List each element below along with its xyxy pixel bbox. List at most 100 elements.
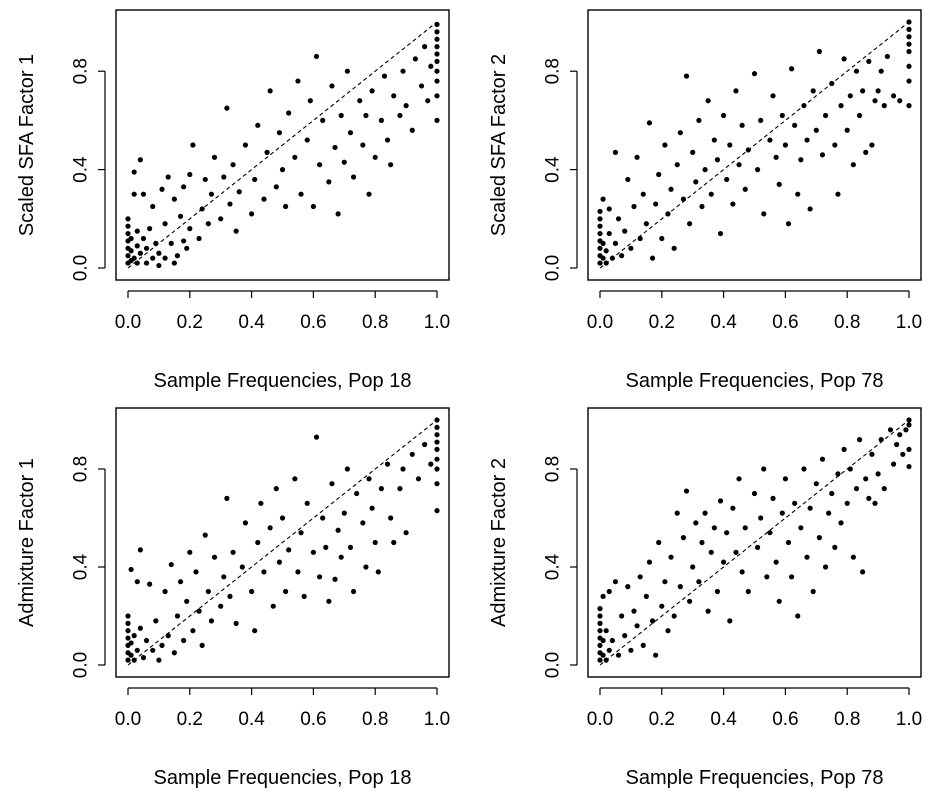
- data-point: [801, 103, 807, 109]
- data-point: [773, 154, 779, 160]
- y-tick-label: 0.8: [543, 58, 564, 84]
- data-point: [798, 157, 804, 163]
- data-point: [603, 248, 609, 254]
- data-point: [890, 461, 897, 467]
- data-point: [320, 515, 326, 521]
- data-point: [264, 149, 270, 155]
- data-point: [347, 130, 354, 136]
- data-point: [826, 510, 832, 516]
- data-point: [335, 527, 341, 533]
- data-point: [600, 240, 606, 246]
- y-axis-title: Admixture Factor 2: [488, 458, 510, 627]
- data-point: [631, 203, 637, 210]
- data-point: [125, 613, 131, 619]
- x-tick-label: 0.6: [772, 709, 798, 730]
- data-point: [674, 162, 680, 168]
- data-point: [211, 554, 218, 560]
- data-point: [597, 230, 603, 237]
- data-point: [622, 633, 628, 639]
- data-point: [619, 253, 625, 259]
- data-point: [659, 603, 665, 609]
- data-point: [128, 640, 134, 646]
- data-point: [316, 574, 323, 580]
- data-point: [690, 564, 696, 570]
- data-point: [335, 211, 341, 217]
- data-point: [606, 230, 612, 237]
- data-point: [600, 196, 606, 202]
- data-point: [434, 456, 440, 462]
- data-point: [708, 191, 714, 197]
- x-tick-label: 0.0: [115, 709, 141, 730]
- scatter-panel-1: 0.0 0.2 0.4 0.6 0.8 1.0 0.0 0.4 0.8 Sample Freque…: [16, 9, 450, 392]
- data-point: [813, 481, 819, 487]
- data-point: [683, 488, 690, 494]
- data-point: [422, 441, 428, 448]
- data-point: [134, 260, 140, 266]
- data-point: [603, 657, 609, 663]
- data-point: [785, 221, 792, 227]
- data-point: [597, 613, 603, 619]
- data-point: [273, 184, 279, 190]
- data-point: [894, 441, 900, 448]
- x-tick-label: 0.4: [710, 312, 737, 333]
- data-point: [754, 167, 761, 173]
- data-point: [822, 564, 829, 570]
- data-points: [597, 19, 912, 266]
- y-tick-label: 0.0: [71, 255, 92, 281]
- data-point: [866, 58, 872, 64]
- data-point: [378, 117, 384, 123]
- data-point: [131, 191, 137, 197]
- data-point: [347, 544, 354, 551]
- data-point: [640, 642, 646, 649]
- data-point: [205, 221, 211, 227]
- x-tick-label: 0.8: [362, 312, 388, 333]
- data-point: [699, 539, 705, 546]
- data-point: [304, 137, 310, 143]
- data-point: [788, 574, 795, 580]
- data-point: [680, 535, 687, 541]
- data-point: [282, 588, 289, 595]
- data-point: [415, 476, 422, 482]
- data-point: [643, 593, 649, 600]
- data-point: [792, 122, 798, 128]
- data-point: [702, 167, 708, 173]
- data-point: [196, 608, 202, 614]
- data-point: [653, 652, 659, 658]
- x-tick-label: 1.0: [896, 312, 922, 333]
- data-point: [224, 495, 230, 501]
- data-point: [714, 157, 721, 163]
- data-point: [313, 434, 320, 440]
- data-point: [819, 456, 826, 462]
- data-point: [693, 520, 699, 526]
- data-point: [597, 208, 603, 215]
- data-point: [625, 584, 631, 590]
- data-point: [863, 149, 869, 155]
- data-point: [310, 203, 316, 210]
- data-point: [795, 191, 801, 197]
- data-point: [196, 235, 202, 242]
- data-point: [156, 250, 162, 256]
- data-point: [696, 579, 702, 585]
- data-point: [767, 137, 773, 143]
- data-point: [295, 569, 301, 575]
- data-point: [727, 142, 733, 148]
- y-axis-title: Admixture Factor 1: [16, 458, 38, 627]
- data-point: [597, 657, 603, 663]
- data-point: [381, 73, 388, 79]
- data-point: [329, 481, 335, 487]
- data-point: [727, 618, 733, 624]
- x-tick-label: 0.4: [238, 312, 265, 333]
- data-point: [270, 603, 276, 609]
- data-point: [153, 618, 159, 624]
- data-point: [147, 226, 153, 232]
- data-point: [597, 245, 603, 251]
- data-point: [156, 262, 162, 269]
- y-tick-label: 0.8: [71, 456, 92, 482]
- data-point: [687, 598, 693, 604]
- y-axis-title: Scaled SFA Factor 1: [16, 54, 38, 236]
- data-point: [174, 253, 181, 259]
- data-point: [363, 564, 369, 570]
- x-tick-label: 0.2: [177, 312, 203, 333]
- data-point: [360, 520, 366, 526]
